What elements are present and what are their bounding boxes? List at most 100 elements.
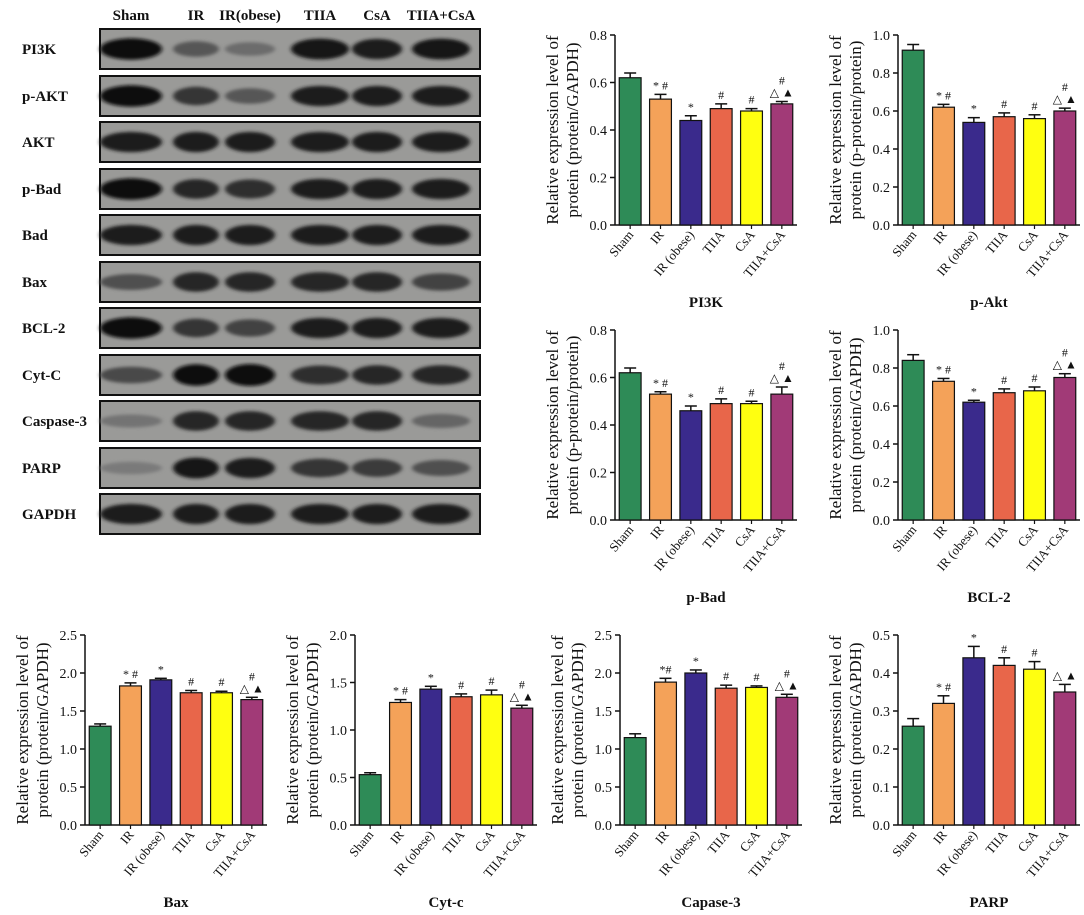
blot-band bbox=[173, 131, 219, 153]
blot-label-cyt-c: Cyt-C bbox=[22, 368, 61, 384]
blot-band bbox=[100, 274, 162, 290]
blot-band bbox=[225, 88, 275, 104]
x-tick-label-csa: CsA bbox=[1014, 522, 1041, 550]
significance-mark: △ ▲ bbox=[1053, 668, 1077, 682]
chart-p-bad: Relative expression level ofprotein (p-p… bbox=[543, 325, 797, 606]
blot-label-parp: PARP bbox=[22, 461, 61, 477]
significance-mark: * bbox=[688, 100, 694, 114]
y-tick-label: 0.8 bbox=[873, 67, 891, 82]
bar-tiia-csa bbox=[1053, 110, 1077, 226]
blot-band bbox=[225, 319, 275, 337]
blot-band bbox=[291, 503, 349, 525]
blot-band bbox=[100, 85, 162, 107]
significance-mark: # bbox=[519, 677, 525, 691]
blot-band bbox=[352, 38, 402, 60]
y-tick-label: 0.2 bbox=[873, 476, 891, 491]
bar-sham bbox=[901, 725, 925, 826]
chart-title: p-Bad bbox=[686, 590, 726, 606]
significance-mark: * # bbox=[936, 680, 951, 694]
y-tick-label: 2.0 bbox=[330, 630, 348, 644]
chart-title: BCL-2 bbox=[967, 590, 1010, 606]
bar-csa bbox=[744, 686, 769, 826]
bar-ir-obese bbox=[962, 657, 986, 826]
blot-label-p-bad: p-Bad bbox=[22, 182, 62, 198]
bar-tiia-csa bbox=[775, 696, 799, 826]
significance-mark: * bbox=[688, 390, 694, 404]
x-tick-label-tiia: TIIA bbox=[439, 827, 468, 857]
significance-mark: * bbox=[971, 384, 977, 398]
blot-band bbox=[412, 224, 470, 246]
bar-tiia bbox=[179, 692, 203, 826]
blot-band bbox=[225, 42, 275, 56]
blot-label-bad: Bad bbox=[22, 228, 49, 244]
y-tick-label: 2.5 bbox=[60, 630, 78, 644]
significance-mark: △ ▲ bbox=[775, 678, 799, 692]
blot-band bbox=[412, 413, 470, 429]
blot-band bbox=[173, 318, 219, 338]
significance-mark: # bbox=[749, 93, 755, 107]
x-tick-label-ir: IR bbox=[387, 827, 407, 847]
blot-band bbox=[412, 503, 470, 525]
y-axis-label: Relative expression level ofprotein (pro… bbox=[13, 635, 52, 825]
significance-mark: * # bbox=[123, 667, 138, 681]
bar-sham bbox=[623, 736, 647, 826]
blot-band bbox=[352, 178, 402, 200]
y-tick-label: 0.4 bbox=[873, 667, 891, 682]
blot-band bbox=[291, 178, 349, 200]
blot-band bbox=[225, 272, 275, 292]
blot-band bbox=[225, 131, 275, 153]
y-tick-label: 1.5 bbox=[60, 705, 78, 720]
y-tick-label: 0.3 bbox=[873, 705, 891, 720]
bar-tiia bbox=[709, 403, 733, 521]
y-tick-label: 0.1 bbox=[873, 781, 891, 796]
y-tick-label: 0.4 bbox=[873, 143, 891, 158]
chart-title: PI3K bbox=[689, 295, 724, 311]
significance-mark: * bbox=[428, 670, 434, 684]
blot-label-caspase-3: Caspase-3 bbox=[22, 414, 87, 430]
blot-band bbox=[352, 411, 402, 431]
significance-mark: # bbox=[718, 383, 724, 397]
bar-sham bbox=[358, 774, 382, 826]
blot-band bbox=[225, 503, 275, 525]
y-tick-label: 0.4 bbox=[873, 438, 891, 453]
y-tick-label: 2.0 bbox=[60, 667, 78, 682]
blot-band bbox=[291, 365, 349, 385]
y-tick-label: 0.0 bbox=[590, 514, 608, 529]
blot-row-p-akt: p-AKT bbox=[22, 75, 481, 117]
y-tick-label: 0.6 bbox=[590, 372, 608, 387]
blot-band bbox=[291, 272, 349, 292]
significance-mark: # bbox=[749, 385, 755, 399]
significance-mark: # bbox=[723, 669, 729, 683]
y-tick-label: 1.0 bbox=[873, 325, 891, 339]
bar-csa bbox=[479, 694, 504, 826]
blot-band bbox=[100, 178, 162, 200]
bar-tiia-csa bbox=[510, 707, 534, 826]
x-tick-label-ir: IR bbox=[647, 522, 667, 542]
blot-row-parp: PARP bbox=[22, 447, 481, 489]
x-tick-label-sham: Sham bbox=[889, 522, 920, 554]
y-tick-label: 0.0 bbox=[60, 819, 78, 834]
y-tick-label: 2.5 bbox=[595, 630, 613, 644]
significance-mark: △ ▲ bbox=[1053, 92, 1077, 106]
y-tick-label: 1.5 bbox=[595, 705, 613, 720]
y-axis-label: Relative expression level ofprotein (pro… bbox=[826, 330, 865, 520]
significance-mark: # bbox=[219, 675, 225, 689]
bar-ir bbox=[653, 681, 678, 826]
blot-band bbox=[412, 273, 470, 291]
blot-band bbox=[352, 272, 402, 292]
blot-band bbox=[291, 458, 349, 478]
bar-ir-obese bbox=[684, 672, 708, 826]
bar-ir bbox=[931, 702, 956, 826]
chart-title: p-Akt bbox=[970, 295, 1008, 311]
blot-band bbox=[173, 224, 219, 246]
x-tick-label-sham: Sham bbox=[606, 227, 637, 259]
blot-band bbox=[225, 364, 275, 386]
y-tick-label: 0.6 bbox=[590, 77, 608, 92]
bar-tiia bbox=[709, 108, 733, 226]
blot-band bbox=[352, 131, 402, 153]
blot-band bbox=[173, 41, 219, 57]
blot-row-bad: Bad bbox=[22, 214, 481, 256]
y-tick-label: 0.5 bbox=[60, 781, 78, 796]
blot-band bbox=[412, 365, 470, 385]
x-tick-label-tiia: TIIA bbox=[704, 827, 733, 857]
